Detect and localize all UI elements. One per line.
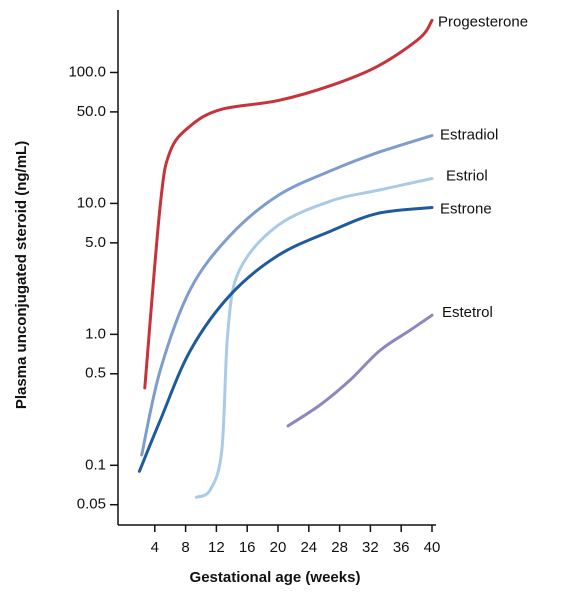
series-label: Estradiol: [440, 126, 498, 143]
y-tick-label: 1.0: [85, 325, 106, 342]
x-tick-label: 4: [151, 539, 159, 556]
y-tick-label: 100.0: [68, 63, 106, 80]
chart: Gestational age (weeks) Plasma unconjuga…: [0, 0, 576, 588]
y-tick-label: 0.1: [85, 456, 106, 473]
series-label: Progesterone: [438, 13, 528, 30]
series-line: [142, 136, 432, 455]
y-tick-label: 50.0: [77, 103, 106, 120]
series-label: Estrone: [440, 201, 492, 218]
x-tick-label: 36: [393, 539, 410, 556]
x-tick-label: 40: [424, 539, 441, 556]
series-line: [288, 315, 432, 426]
x-tick-label: 16: [239, 539, 256, 556]
x-tick-label: 32: [362, 539, 379, 556]
x-tick-label: 24: [300, 539, 317, 556]
y-tick-label: 10.0: [77, 194, 106, 211]
series-label: Estriol: [446, 167, 488, 184]
y-tick-label: 0.5: [85, 365, 106, 382]
x-tick-label: 12: [208, 539, 225, 556]
series-line: [139, 208, 432, 472]
x-axis-title: Gestational age (weeks): [190, 569, 361, 586]
x-tick-label: 8: [181, 539, 189, 556]
y-tick-label: 0.05: [77, 496, 106, 513]
y-axis-title: Plasma unconjugated steroid (ng/mL): [13, 141, 30, 409]
series-line: [145, 20, 432, 388]
series-label: Estetrol: [442, 304, 493, 321]
x-tick-label: 20: [270, 539, 287, 556]
y-tick-label: 5.0: [85, 234, 106, 251]
x-tick-label: 28: [331, 539, 348, 556]
